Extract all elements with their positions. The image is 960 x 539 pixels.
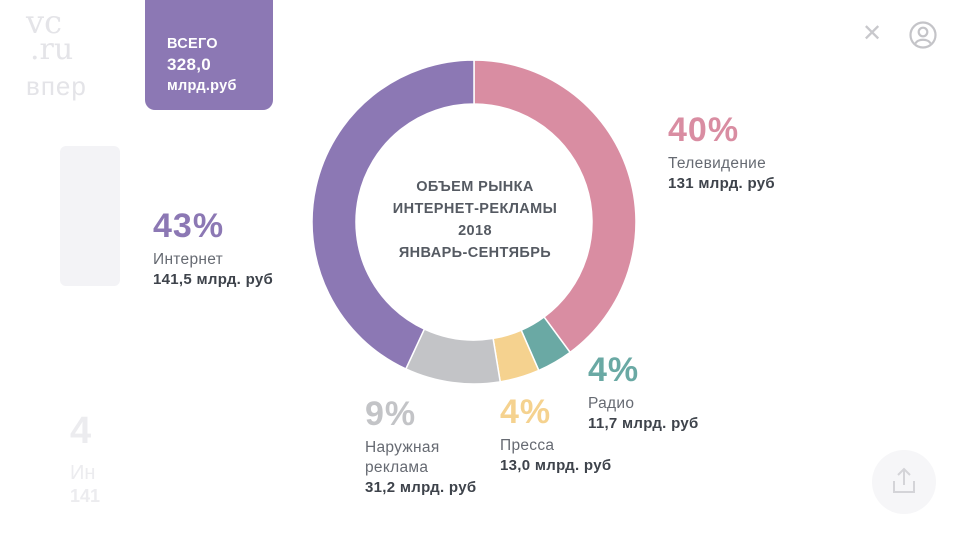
slice-label-tv: 40% Телевидение 131 млрд. руб xyxy=(668,112,775,194)
faded-card xyxy=(60,146,120,286)
value-label: 131 млрд. руб xyxy=(668,175,775,192)
chart-title: ОБЪЕМ РЫНКА ИНТЕРНЕТ-РЕКЛАМЫ 2018 ЯНВАРЬ… xyxy=(360,176,590,264)
close-icon[interactable]: ✕ xyxy=(861,20,883,47)
value-label: 13,0 млрд. руб xyxy=(500,457,612,474)
chart-title-line: ЯНВАРЬ-СЕНТЯБРЬ xyxy=(398,245,552,261)
total-label: ВСЕГО xyxy=(167,36,218,52)
category-name: Телевидение xyxy=(668,155,767,172)
profile-icon[interactable] xyxy=(908,20,938,50)
percent-label: 4% xyxy=(588,351,640,389)
site-logo: vc .ru впер xyxy=(26,3,87,101)
value-label: 31,2 млрд. руб xyxy=(365,479,477,496)
percent-label: 9% xyxy=(365,395,417,433)
slice-label-outdoor: 9% Наружная реклама 31,2 млрд. руб xyxy=(365,396,476,498)
chart-title-line: 2018 xyxy=(458,223,492,239)
value-label: 11,7 млрд. руб xyxy=(588,415,699,432)
share-button[interactable] xyxy=(872,450,936,514)
percent-label: 43% xyxy=(153,207,225,245)
total-badge: ВСЕГО 328,0 млрд.руб xyxy=(145,0,273,110)
percent-label: 40% xyxy=(668,111,740,149)
category-name: Наружная реклама xyxy=(365,439,440,476)
donut-slice-0 xyxy=(473,59,637,354)
value-label: 141,5 млрд. руб xyxy=(153,271,274,288)
faded-text: Ин xyxy=(70,462,96,484)
slice-label-radio: 4% Радио 11,7 млрд. руб xyxy=(588,352,699,434)
total-value: 328,0 xyxy=(167,55,212,74)
faded-text: 141 xyxy=(70,486,101,506)
category-name: Интернет xyxy=(153,251,224,268)
logo-part: vc xyxy=(26,3,62,41)
slice-label-press: 4% Пресса 13,0 млрд. руб xyxy=(500,394,611,476)
chart-title-line: ОБЪЕМ РЫНКА xyxy=(416,179,534,195)
faded-heading: впер xyxy=(26,71,87,101)
donut-slice-4 xyxy=(311,59,475,370)
category-name: Пресса xyxy=(500,437,555,454)
logo-part: .ru xyxy=(30,32,74,67)
total-unit: млрд.руб xyxy=(167,78,237,94)
share-icon xyxy=(893,467,915,493)
slice-label-internet: 43% Интернет 141,5 млрд. руб xyxy=(153,208,273,290)
category-name: Радио xyxy=(588,395,635,412)
percent-label: 4% xyxy=(500,393,552,431)
chart-title-line: ИНТЕРНЕТ-РЕКЛАМЫ xyxy=(392,201,558,217)
faded-number: 4 xyxy=(70,410,92,452)
